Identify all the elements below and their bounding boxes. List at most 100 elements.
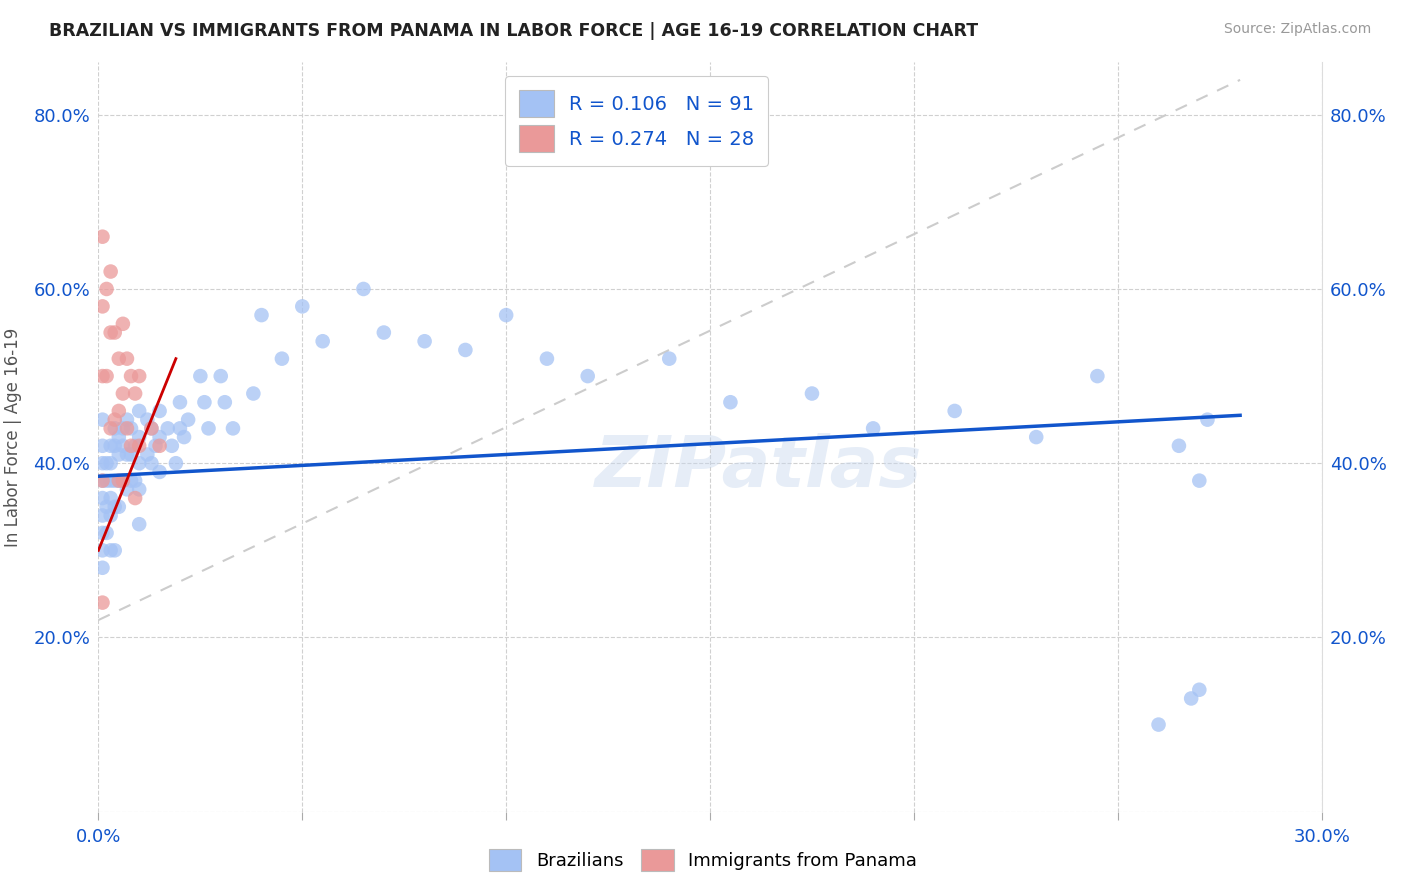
Point — [100, 439, 122, 453]
Point — [91, 456, 114, 470]
Point — [173, 430, 195, 444]
Point — [149, 404, 172, 418]
Point — [108, 474, 131, 488]
Point — [96, 525, 118, 540]
Point — [214, 395, 236, 409]
Point — [100, 264, 122, 278]
Point — [111, 317, 134, 331]
Legend: R = 0.106   N = 91, R = 0.274   N = 28: R = 0.106 N = 91, R = 0.274 N = 28 — [505, 76, 768, 166]
Point — [1188, 474, 1211, 488]
Point — [454, 343, 477, 357]
Point — [291, 299, 314, 313]
Point — [108, 430, 131, 444]
Point — [91, 439, 114, 453]
Point — [104, 543, 127, 558]
Point — [862, 421, 884, 435]
Text: Source: ZipAtlas.com: Source: ZipAtlas.com — [1223, 22, 1371, 37]
Point — [96, 369, 118, 384]
Point — [136, 412, 159, 426]
Point — [149, 465, 172, 479]
Point — [120, 474, 142, 488]
Point — [108, 448, 131, 462]
Point — [312, 334, 335, 349]
Point — [1147, 717, 1170, 731]
Point — [128, 456, 150, 470]
Point — [576, 369, 599, 384]
Point — [108, 351, 131, 366]
Point — [104, 326, 127, 340]
Point — [250, 308, 273, 322]
Point — [104, 500, 127, 514]
Point — [91, 299, 114, 313]
Point — [96, 456, 118, 470]
Point — [91, 596, 114, 610]
Point — [91, 474, 114, 488]
Point — [145, 439, 167, 453]
Point — [115, 412, 138, 426]
Point — [96, 282, 118, 296]
Point — [115, 421, 138, 435]
Point — [96, 500, 118, 514]
Point — [188, 369, 212, 384]
Point — [149, 430, 172, 444]
Point — [1188, 682, 1211, 697]
Point — [197, 421, 219, 435]
Point — [108, 404, 131, 418]
Point — [111, 439, 134, 453]
Point — [222, 421, 245, 435]
Point — [91, 412, 114, 426]
Point — [115, 351, 138, 366]
Point — [128, 369, 150, 384]
Point — [193, 395, 215, 409]
Point — [91, 543, 114, 558]
Point — [120, 421, 142, 435]
Point — [141, 456, 163, 470]
Point — [128, 517, 150, 532]
Point — [1025, 430, 1047, 444]
Point — [352, 282, 374, 296]
Point — [108, 500, 131, 514]
Point — [100, 421, 122, 435]
Point — [115, 448, 138, 462]
Point — [165, 456, 187, 470]
Point — [91, 491, 114, 505]
Point — [128, 404, 150, 418]
Point — [169, 395, 191, 409]
Point — [91, 561, 114, 575]
Legend: Brazilians, Immigrants from Panama: Brazilians, Immigrants from Panama — [482, 842, 924, 879]
Point — [141, 421, 163, 435]
Text: ZIPatlas: ZIPatlas — [595, 433, 922, 501]
Point — [111, 474, 134, 488]
Point — [91, 525, 114, 540]
Point — [115, 483, 138, 497]
Point — [136, 448, 159, 462]
Point — [1167, 439, 1189, 453]
Point — [100, 508, 122, 523]
Point — [100, 326, 122, 340]
Point — [128, 430, 150, 444]
Point — [242, 386, 264, 401]
Point — [100, 474, 122, 488]
Point — [91, 229, 114, 244]
Point — [100, 456, 122, 470]
Point — [120, 369, 142, 384]
Point — [111, 421, 134, 435]
Point — [177, 412, 200, 426]
Point — [801, 386, 824, 401]
Point — [413, 334, 436, 349]
Point — [91, 369, 114, 384]
Point — [536, 351, 558, 366]
Text: BRAZILIAN VS IMMIGRANTS FROM PANAMA IN LABOR FORCE | AGE 16-19 CORRELATION CHART: BRAZILIAN VS IMMIGRANTS FROM PANAMA IN L… — [49, 22, 979, 40]
Point — [1085, 369, 1108, 384]
Point — [718, 395, 742, 409]
Point — [124, 439, 146, 453]
Point — [128, 439, 150, 453]
Point — [104, 439, 127, 453]
Point — [1197, 412, 1219, 426]
Point — [1180, 691, 1202, 706]
Point — [128, 483, 150, 497]
Point — [943, 404, 966, 418]
Point — [124, 474, 146, 488]
Point — [120, 448, 142, 462]
Y-axis label: In Labor Force | Age 16-19: In Labor Force | Age 16-19 — [4, 327, 22, 547]
